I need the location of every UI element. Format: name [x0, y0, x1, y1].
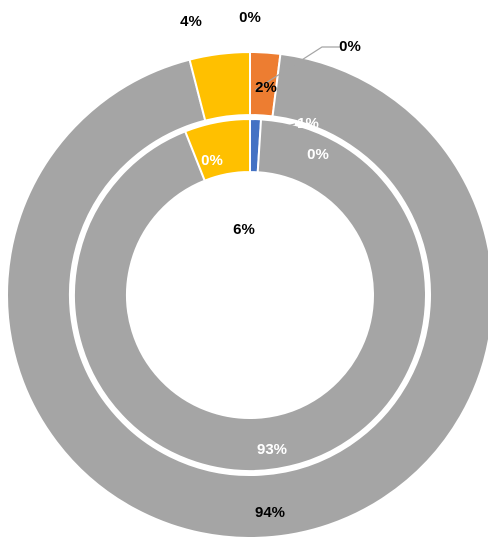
data-label: 6%: [233, 221, 255, 238]
doughnut-slice: [188, 50, 251, 122]
doughnut-slice: [73, 118, 427, 472]
leader-line: [261, 123, 296, 151]
data-label: 2%: [255, 79, 277, 96]
data-label: 94%: [255, 504, 285, 521]
data-label: 0%: [339, 38, 361, 55]
leader-line: [254, 46, 341, 91]
data-label: 93%: [257, 441, 287, 458]
data-label: 0%: [239, 9, 261, 26]
data-label: 0%: [307, 146, 329, 163]
doughnut-slice: [183, 117, 251, 182]
data-label: 0%: [201, 152, 223, 169]
doughnut-slice: [6, 52, 488, 537]
data-label: 1%: [297, 115, 319, 132]
data-label: 4%: [180, 13, 202, 30]
